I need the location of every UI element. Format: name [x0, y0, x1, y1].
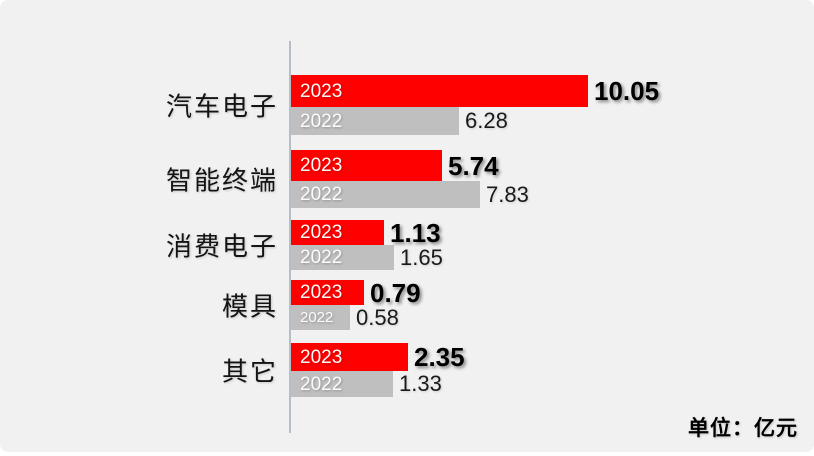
value-label-2023: 2.35	[414, 342, 465, 372]
category-label: 其它	[221, 356, 278, 387]
year-label-2022: 2022	[300, 184, 343, 205]
y-axis-line	[289, 41, 291, 433]
unit-note: 单位：亿元	[688, 417, 798, 440]
year-label-2023: 2023	[300, 80, 343, 102]
category-label: 消费电子	[165, 231, 278, 262]
bar-2023: 2023	[291, 220, 384, 245]
year-label-2022: 2022	[300, 110, 343, 132]
value-label-2022: 1.33	[399, 371, 442, 396]
value-label-2023: 5.74	[448, 150, 499, 181]
bar-2023: 2023	[291, 280, 364, 305]
bar-2022: 2022	[291, 371, 393, 397]
category-label: 模具	[221, 291, 278, 322]
value-label-2023: 10.05	[594, 76, 660, 106]
bar-2022: 2022	[291, 305, 350, 330]
year-label-2023: 2023	[300, 222, 343, 243]
year-label-2023: 2023	[300, 282, 343, 303]
bar-2022: 2022	[291, 181, 480, 208]
value-label-2023: 1.13	[390, 217, 441, 248]
value-label-2022: 1.65	[400, 244, 443, 270]
value-label-2022: 6.28	[465, 108, 508, 133]
value-label-2022: 0.58	[356, 304, 399, 330]
year-label-2023: 2023	[300, 155, 343, 176]
bar-2023: 2023	[291, 343, 408, 371]
category-label: 汽车电子	[165, 91, 278, 122]
year-label-2022: 2022	[300, 247, 343, 268]
category-label: 智能终端	[165, 165, 278, 196]
bar-2023: 2023	[291, 75, 588, 107]
year-label-2023: 2023	[300, 346, 343, 368]
bar-2022: 2022	[291, 245, 394, 270]
bar-2022: 2022	[291, 107, 459, 135]
value-label-2022: 7.83	[486, 181, 529, 207]
year-label-2022: 2022	[300, 373, 343, 395]
value-label-2023: 0.79	[370, 277, 421, 308]
year-label-2022: 2022	[300, 309, 334, 326]
bar-2023: 2023	[291, 150, 442, 181]
